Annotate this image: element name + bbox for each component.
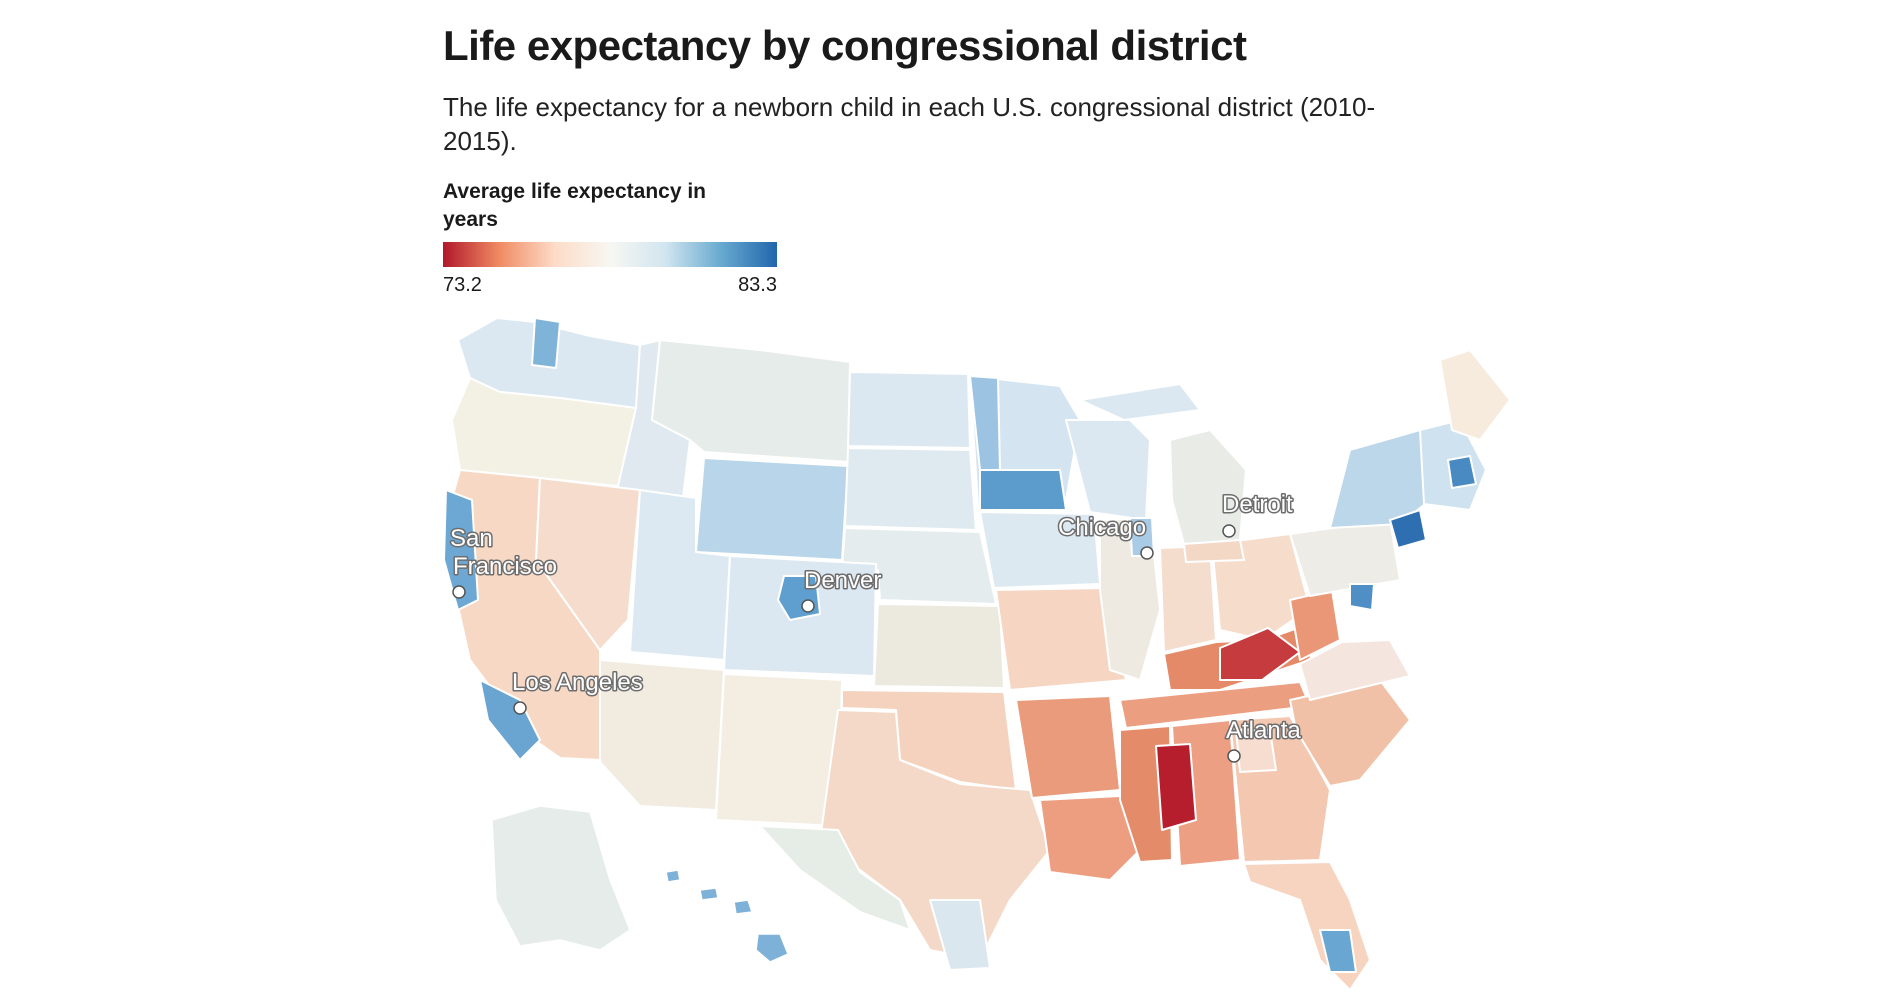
legend-max-label: 83.3: [738, 274, 777, 296]
region-hawaii-maui: [733, 899, 754, 915]
city-dot: [1227, 749, 1241, 763]
region-south-dakota: [844, 447, 977, 531]
region-minneapolis: [979, 469, 1067, 511]
region-wyoming: [695, 457, 849, 561]
region-kansas: [873, 603, 1005, 689]
legend-color-ramp: [443, 242, 777, 267]
region-eastern-kentucky: [1219, 627, 1301, 681]
region-arizona: [599, 659, 725, 811]
region-virginia: [1299, 639, 1411, 701]
city-label: Chicago: [1058, 514, 1146, 541]
region-dc-area: [1349, 583, 1375, 611]
region-alabama-black-belt: [1155, 743, 1197, 831]
region-hawaii-kauai: [665, 869, 681, 883]
legend-min-label: 73.2: [443, 274, 482, 296]
city-dot: [452, 585, 466, 599]
region-michigan: [1169, 429, 1247, 545]
region-la-coast: [479, 679, 541, 761]
region-hawaii-big-island: [755, 933, 789, 963]
city-detroit: Detroit: [1221, 490, 1295, 538]
city-los-angeles: Los Angeles: [511, 668, 644, 715]
region-seattle: [531, 317, 561, 369]
region-nevada: [535, 477, 641, 651]
city-label: Detroit: [1222, 491, 1293, 518]
page-subtitle: The life expectancy for a newborn child …: [443, 92, 1376, 156]
region-maine: [1439, 349, 1511, 441]
city-chicago: Chicago: [1057, 513, 1154, 560]
city-label: San: [450, 525, 493, 552]
region-south-florida: [1319, 929, 1357, 973]
city-san-francisco: San Francisco: [449, 524, 559, 599]
city-denver: Denver: [801, 566, 883, 613]
region-alaska: [491, 805, 631, 951]
region-new-mexico: [715, 673, 843, 827]
city-label: Denver: [804, 567, 881, 594]
city-dot: [1222, 524, 1236, 538]
city-markers: San Francisco Los Angeles Denver Chicago…: [449, 490, 1303, 763]
region-minnesota-west: [969, 375, 1001, 471]
region-north-dakota: [847, 371, 971, 449]
region-hawaii-oahu: [699, 887, 719, 901]
region-boston: [1447, 455, 1477, 489]
region-arkansas: [1015, 695, 1121, 799]
region-wisconsin: [1065, 419, 1151, 521]
region-michigan-lower-south: [1183, 539, 1245, 563]
region-montana: [651, 339, 851, 463]
noncontiguous-states: [491, 805, 789, 963]
city-label: Los Angeles: [512, 669, 643, 696]
region-michigan-up: [1079, 383, 1201, 421]
city-dot: [513, 701, 527, 715]
region-texas-west: [759, 825, 911, 931]
legend: Average life expectancy in years 73.2 83…: [443, 178, 779, 300]
region-texas-south: [929, 899, 991, 971]
city-label: Atlanta: [1226, 717, 1301, 744]
city-dot: [801, 599, 815, 613]
legend-title: Average life expectancy in years: [443, 180, 707, 231]
region-missouri: [995, 587, 1127, 691]
city-label: Francisco: [453, 553, 557, 580]
region-louisiana: [1039, 795, 1141, 881]
lower-48-region: [443, 317, 1511, 991]
region-bay-area: [443, 489, 479, 611]
page-title: Life expectancy by congressional distric…: [443, 22, 1247, 69]
region-pennsylvania: [1289, 519, 1401, 597]
region-nyc: [1389, 509, 1427, 549]
city-atlanta: Atlanta: [1225, 716, 1303, 763]
city-dot: [1140, 546, 1154, 560]
